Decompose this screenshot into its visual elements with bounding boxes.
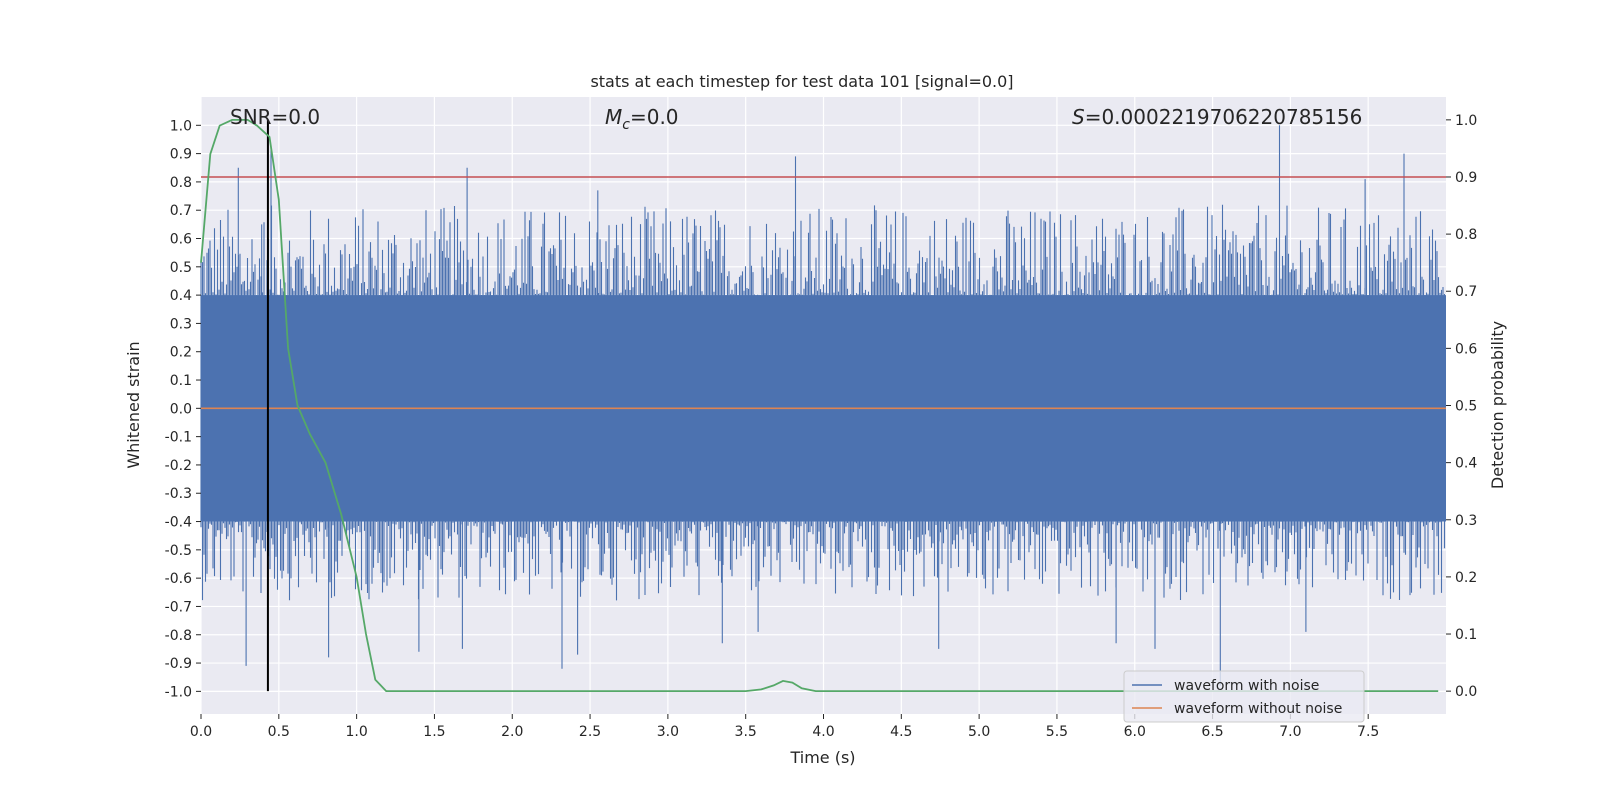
- y-left-tick-label: -0.6: [165, 571, 192, 587]
- x-tick-label: 3.0: [657, 724, 679, 740]
- x-tick-label: 0.0: [190, 724, 212, 740]
- mc-symbol: M: [605, 105, 622, 129]
- x-tick-label: 7.5: [1357, 724, 1379, 740]
- y-left-tick-label: 0.7: [170, 203, 192, 219]
- legend: waveform with noise waveform without noi…: [1123, 670, 1365, 723]
- y-left-tick-label: 0.0: [170, 401, 192, 417]
- y-left-tick-label: -1.0: [165, 684, 192, 700]
- x-tick-label: 2.0: [501, 724, 523, 740]
- y-left-tick-label: 0.6: [170, 232, 192, 248]
- y-right-tick-label: 0.2: [1455, 570, 1477, 586]
- y-left-tick-label: 0.4: [170, 288, 192, 304]
- y-left-tick-label: -0.7: [165, 599, 192, 615]
- x-tick-label: 6.5: [1201, 724, 1223, 740]
- mc-value: =0.0: [630, 105, 679, 129]
- x-tick-label: 5.0: [968, 724, 990, 740]
- y-right-tick-label: 0.0: [1455, 684, 1477, 700]
- y-left-tick-label: -0.8: [165, 628, 192, 644]
- x-tick-label: 7.0: [1279, 724, 1301, 740]
- y-right-axis-label: Detection probability: [1488, 321, 1507, 489]
- y-right-tick-label: 0.8: [1455, 227, 1477, 243]
- y-left-tick-label: 0.5: [170, 260, 192, 276]
- y-right-tick-label: 1.0: [1455, 113, 1477, 129]
- x-tick-label: 3.5: [735, 724, 757, 740]
- y-left-tick-label: -0.3: [165, 486, 192, 502]
- y-right-tick-label: 0.9: [1455, 170, 1477, 186]
- y-left-axis-ticks: 1.0 0.9 0.8 0.7 0.6 0.5 0.4 0.3 0.2 0.1 0.0 -0.1 -0.…: [165, 118, 201, 700]
- y-left-tick-label: -0.2: [165, 458, 192, 474]
- x-axis-label: Time (s): [789, 748, 855, 767]
- y-left-tick-label: -0.5: [165, 543, 192, 559]
- y-left-tick-label: 0.3: [170, 316, 192, 332]
- x-tick-label: 6.0: [1124, 724, 1146, 740]
- y-right-tick-label: 0.1: [1455, 627, 1477, 643]
- x-tick-label: 4.5: [890, 724, 912, 740]
- mc-subscript: c: [622, 117, 630, 133]
- y-left-tick-label: 0.9: [170, 147, 192, 163]
- s-value: =0.0002219706220785156: [1085, 105, 1363, 129]
- y-right-tick-label: 0.4: [1455, 456, 1477, 472]
- snr-annotation: SNR=0.0: [230, 105, 320, 129]
- s-symbol: S: [1072, 105, 1085, 129]
- x-tick-label: 1.0: [345, 724, 367, 740]
- y-right-axis-ticks: 1.0 0.9 0.8 0.7 0.6 0.5 0.4 0.3 0.2 0.1 0.0: [1446, 113, 1477, 700]
- y-left-tick-label: -0.4: [165, 515, 192, 531]
- legend-label-with-noise: waveform with noise: [1174, 678, 1319, 694]
- x-tick-label: 5.5: [1046, 724, 1068, 740]
- y-right-tick-label: 0.5: [1455, 399, 1477, 415]
- chart-title: stats at each timestep for test data 101…: [590, 72, 1013, 91]
- x-axis-ticks: 0.0 0.5 1.0 1.5 2.0 2.5 3.0 3.5 4.0 4.5 5.0 5.5 6.0 6…: [190, 714, 1379, 740]
- y-left-tick-label: 1.0: [170, 118, 192, 134]
- legend-label-without-noise: waveform without noise: [1174, 701, 1342, 717]
- x-tick-label: 0.5: [268, 724, 290, 740]
- y-left-tick-label: 0.1: [170, 373, 192, 389]
- x-tick-label: 1.5: [423, 724, 445, 740]
- y-left-tick-label: -0.9: [165, 656, 192, 672]
- y-right-tick-label: 0.6: [1455, 341, 1477, 357]
- s-annotation: S=0.0002219706220785156: [1072, 105, 1362, 129]
- y-left-tick-label: 0.8: [170, 175, 192, 191]
- legend-box: [1123, 670, 1365, 723]
- y-left-axis-label: Whitened strain: [124, 341, 143, 468]
- x-tick-label: 4.0: [812, 724, 834, 740]
- y-right-tick-label: 0.7: [1455, 284, 1477, 300]
- y-left-tick-label: -0.1: [165, 430, 192, 446]
- mc-annotation: Mc=0.0: [605, 105, 679, 133]
- y-right-tick-label: 0.3: [1455, 513, 1477, 529]
- series-detection-probability: [200, 119, 1439, 692]
- x-tick-label: 2.5: [579, 724, 601, 740]
- y-left-tick-label: 0.2: [170, 345, 192, 361]
